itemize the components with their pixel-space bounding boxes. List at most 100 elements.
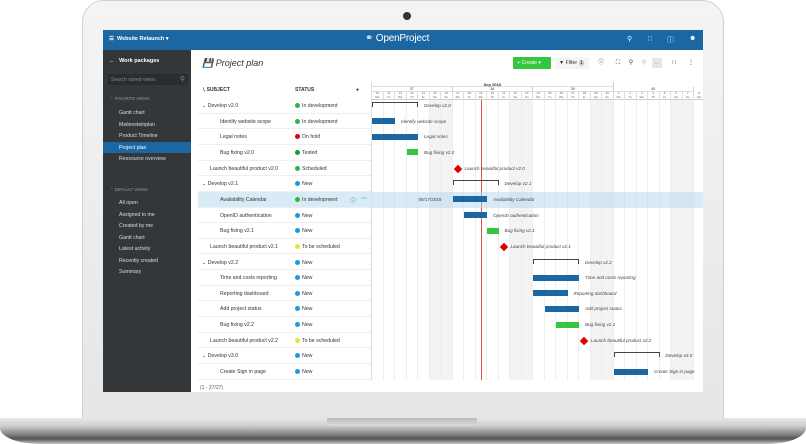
table-row[interactable]: Legal notes On hold [198,129,371,145]
create-button[interactable]: + Create ▾ [513,57,551,69]
table-row[interactable]: Launch beautiful product v2.1 To be sched… [198,239,371,255]
row-status[interactable]: To be scheduled [295,243,340,250]
gantt-group-bracket[interactable] [452,180,499,186]
row-status[interactable]: New [295,290,312,297]
info-icon[interactable]: ⓘ [597,60,604,66]
gantt-bar[interactable] [464,212,487,219]
table-row[interactable]: ⌄ Develop v2.1 New [198,176,371,192]
zoom-out-icon[interactable]: ⚲ [641,60,647,66]
row-subject[interactable]: Launch beautiful product v2.0 [210,166,278,172]
gantt-group-bracket[interactable] [533,258,579,264]
sidebar-item[interactable]: Gantt chart [119,234,145,241]
filter-button[interactable]: ▼ Filter 1 [555,57,589,69]
sidebar-item[interactable]: Ressource overview [119,156,166,162]
info-icon[interactable]: ⓘ [350,198,357,205]
row-status[interactable]: To be scheduled [295,337,340,344]
row-status[interactable]: New [295,181,312,187]
table-row[interactable]: Reporting dashboard New [198,286,371,302]
row-subject[interactable]: ⌄ Develop v2.2 [202,260,238,266]
row-status[interactable]: New [295,306,312,312]
row-status[interactable]: New [295,228,312,234]
expand-chevron-icon[interactable]: ⌄ [202,259,208,266]
table-row[interactable]: Time and costs reporting New [198,270,371,286]
gantt-bar[interactable] [487,227,499,234]
fit-icon[interactable]: ⛶ [615,60,621,66]
expand-chevron-icon[interactable]: ⌄ [202,353,208,360]
column-header-subject[interactable]: ∖ SUBJECT [202,87,230,93]
row-subject[interactable]: Launch beautiful product v2.1 [210,244,278,250]
table-row[interactable]: OpenID authentication New [198,208,371,224]
table-row[interactable]: Availability Calendar In development ⓘ ⋯ [198,191,371,208]
gantt-group-bracket[interactable] [613,352,660,358]
row-subject[interactable]: ⌄ Develop v3.0 [202,353,238,359]
sidebar-item[interactable]: Gantt chart [119,110,145,116]
column-settings-icon[interactable]: ● [356,87,360,93]
row-status[interactable]: New [295,353,312,359]
row-subject[interactable]: Availability Calendar [220,197,267,203]
logo[interactable]: ⚭ OpenProject [365,33,430,44]
row-subject[interactable]: Identify website scope [220,119,271,125]
table-row[interactable]: Identify website scope In development [198,114,371,130]
row-subject[interactable]: Reporting dashboard [220,291,268,297]
table-row[interactable]: Create Sign in page New [198,364,371,380]
sidebar-item[interactable]: All open [119,200,138,206]
expand-chevron-icon[interactable]: ⌄ [202,103,208,109]
gantt-bar[interactable] [613,368,648,375]
sidebar-item[interactable]: Project plan [103,141,191,153]
table-row[interactable]: Bug fixing v2.0 Tested [198,145,371,161]
favorite-views-heading[interactable]: ˆ FAVORITE VIEWS [111,96,150,101]
table-row[interactable]: ⌄ Develop v2.2 New [198,255,371,271]
sidebar-item[interactable]: Created by me [119,223,154,229]
row-status[interactable]: New [295,259,312,266]
gantt-group-bracket[interactable] [372,102,418,107]
gantt-bar[interactable] [544,305,579,312]
more-menu-icon[interactable]: ⋮ [688,60,694,66]
row-status[interactable]: Scheduled [295,165,327,172]
search-saved-views-input[interactable]: Search saved views ⚲ [108,74,188,85]
row-subject[interactable]: Bug fixing v2.0 [220,150,254,156]
help-icon[interactable]: ⓘ [667,37,674,44]
table-row[interactable]: Launch beautiful product v2.0 Scheduled [198,161,371,177]
row-subject[interactable]: Launch beautiful product v2.2 [210,338,278,344]
sidebar-item[interactable]: Meilensteinplan [119,121,156,128]
table-row[interactable]: Add project status New [198,301,371,318]
gantt-bar[interactable] [452,196,487,203]
auto-zoom-icon[interactable]: ↔ [652,58,662,68]
row-status[interactable]: New [295,369,312,375]
row-status[interactable]: New [295,322,312,328]
table-row[interactable]: Bug fixing v2.1 New [198,223,371,239]
row-status[interactable]: New [295,275,312,281]
project-selector[interactable]: ☰ Website Relaunch ▾ [109,36,169,42]
row-status[interactable]: In development [295,118,337,125]
row-subject[interactable]: Add project status [220,306,262,312]
expand-chevron-icon[interactable]: ⌄ [202,181,208,188]
fullscreen-icon[interactable]: ∷ [672,60,676,66]
table-row[interactable]: Launch beautiful product v2.2 To be sched… [198,333,371,349]
zoom-in-icon[interactable]: ⚲ [628,60,634,66]
sidebar-item[interactable]: Assigned to me [119,211,155,218]
row-subject[interactable]: ⌄ Develop v2.0 [202,103,238,109]
table-row[interactable]: ⌄ Develop v3.0 New [198,348,371,365]
row-subject[interactable]: Legal notes [220,134,247,140]
row-status[interactable]: Tested [295,149,317,156]
more-icon[interactable]: ⋯ [361,195,367,202]
user-icon[interactable]: ☻ [689,35,697,42]
default-views-heading[interactable]: ˆ DEFAULT VIEWS [111,187,148,192]
row-subject[interactable]: ⌄ Develop v2.1 [202,181,238,187]
gantt-bar[interactable] [533,290,568,297]
row-status[interactable]: On hold [295,134,320,140]
sidebar-back[interactable]: ← Work packages [109,58,160,64]
gantt-bar[interactable] [556,321,579,328]
row-status[interactable]: In development [295,196,337,203]
row-status[interactable]: New [295,212,312,219]
sidebar-item[interactable]: Product Timeline [119,133,158,139]
search-icon[interactable]: ⚲ [627,36,633,43]
gantt-bar[interactable] [372,133,418,140]
column-header-status[interactable]: STATUS [295,87,314,93]
sidebar-item[interactable]: Latest activity [119,246,151,252]
row-status[interactable]: In development [295,103,337,109]
row-subject[interactable]: Bug fixing v2.1 [220,228,254,234]
row-subject[interactable]: Bug fixing v2.2 [220,322,254,328]
gantt-bar[interactable] [533,274,579,281]
row-subject[interactable]: Time and costs reporting [220,275,277,281]
